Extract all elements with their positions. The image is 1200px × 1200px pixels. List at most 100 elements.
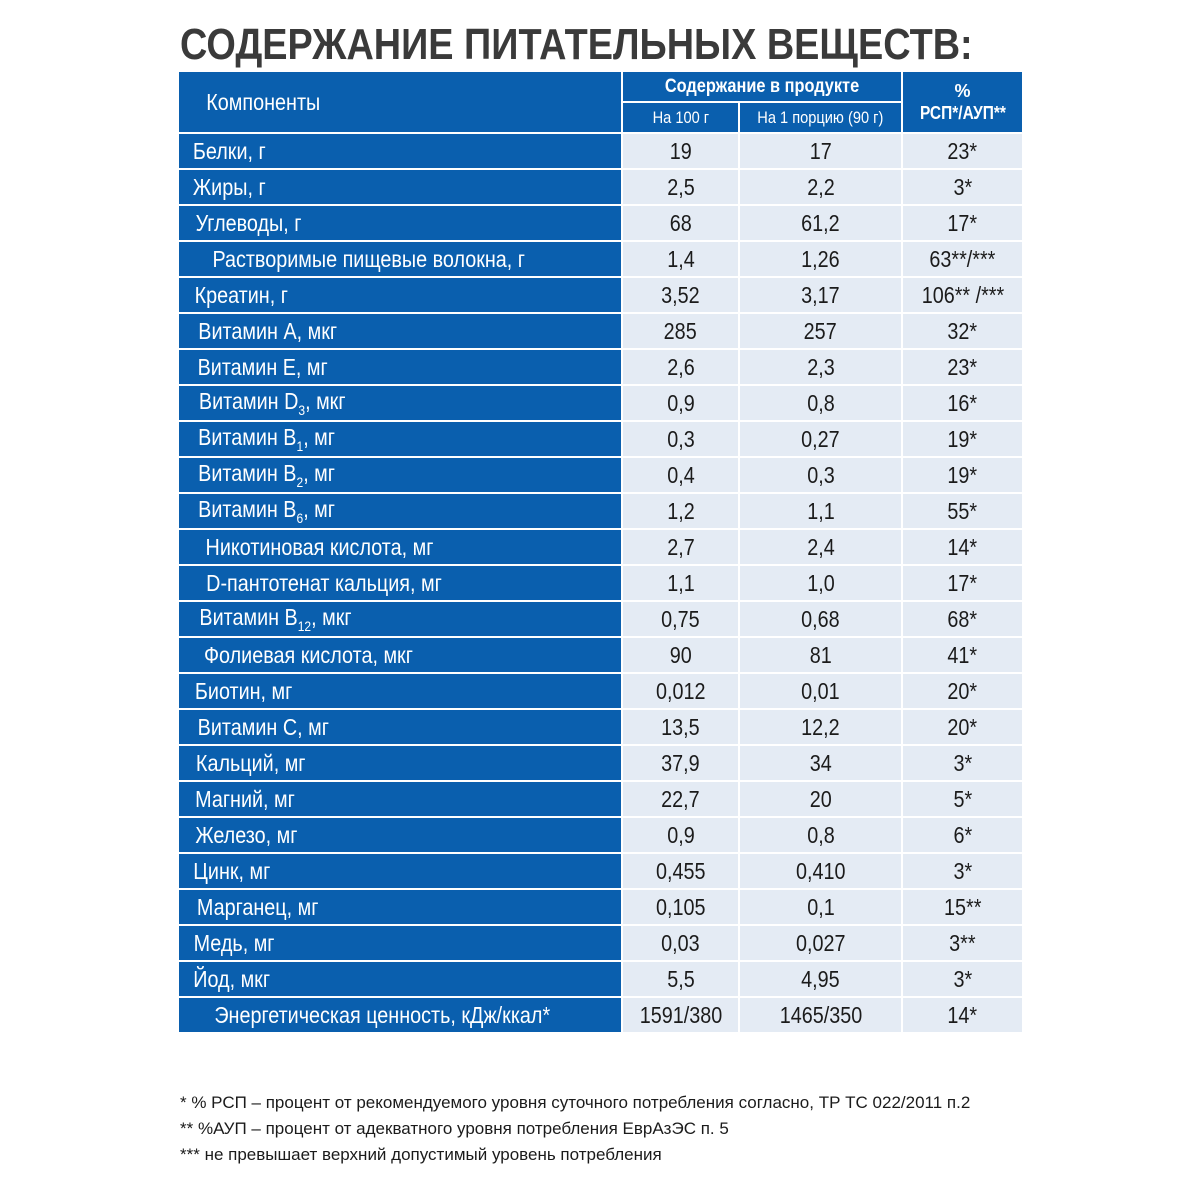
value-per-portion: 1465/350 bbox=[738, 996, 903, 1034]
value-per-portion: 17 bbox=[738, 132, 903, 170]
table-row: Энергетическая ценность, кДж/ккал* 1591/3… bbox=[177, 996, 1024, 1034]
component-name: Витамин С, мг bbox=[177, 708, 623, 746]
value-per-100g: 3,52 bbox=[621, 276, 740, 314]
nutrition-table: Компоненты Содержание в продукте % РСП*/… bbox=[177, 70, 1024, 1034]
table-row: Магний, мг 22,7 20 5* bbox=[177, 780, 1024, 818]
value-per-portion: 0,27 bbox=[738, 420, 903, 458]
value-per-portion: 1,0 bbox=[738, 564, 903, 602]
component-name: Марганец, мг bbox=[177, 888, 623, 926]
component-name: Витамин В6, мг bbox=[177, 492, 623, 530]
header-per-100g: На 100 г bbox=[621, 101, 740, 134]
value-percent: 14* bbox=[901, 996, 1024, 1034]
value-percent: 3* bbox=[901, 852, 1024, 890]
value-percent: 23* bbox=[901, 132, 1024, 170]
value-percent: 3* bbox=[901, 168, 1024, 206]
value-per-100g: 0,4 bbox=[621, 456, 740, 494]
table-row: Растворимые пищевые волокна, г 1,4 1,26 63*… bbox=[177, 240, 1024, 278]
value-per-portion: 34 bbox=[738, 744, 903, 782]
value-per-portion: 20 bbox=[738, 780, 903, 818]
table-row: Витамин D3, мкг 0,9 0,8 16* bbox=[177, 384, 1024, 422]
value-per-portion: 61,2 bbox=[738, 204, 903, 242]
value-per-portion: 0,01 bbox=[738, 672, 903, 710]
component-name: Витамин В12, мкг bbox=[177, 600, 623, 638]
table-row: Витамин В12, мкг 0,75 0,68 68* bbox=[177, 600, 1024, 638]
value-percent: 23* bbox=[901, 348, 1024, 386]
value-per-portion: 2,2 bbox=[738, 168, 903, 206]
table-row: Белки, г 19 17 23* bbox=[177, 132, 1024, 170]
component-name: Фолиевая кислота, мкг bbox=[177, 636, 623, 674]
component-name: Креатин, г bbox=[177, 276, 623, 314]
value-per-portion: 2,4 bbox=[738, 528, 903, 566]
table-row: Никотиновая кислота, мг 2,7 2,4 14* bbox=[177, 528, 1024, 566]
value-per-100g: 37,9 bbox=[621, 744, 740, 782]
component-name: Углеводы, г bbox=[177, 204, 623, 242]
value-percent: 106** /*** bbox=[901, 276, 1024, 314]
component-name: Цинк, мг bbox=[177, 852, 623, 890]
table-row: Цинк, мг 0,455 0,410 3* bbox=[177, 852, 1024, 890]
value-per-portion: 257 bbox=[738, 312, 903, 350]
value-percent: 16* bbox=[901, 384, 1024, 422]
value-per-portion: 0,410 bbox=[738, 852, 903, 890]
component-name: Биотин, мг bbox=[177, 672, 623, 710]
header-row-2: На 100 г На 1 порцию (90 г) bbox=[178, 101, 1023, 134]
component-name: Медь, мг bbox=[177, 924, 623, 962]
value-per-100g: 0,75 bbox=[621, 600, 740, 638]
value-per-portion: 4,95 bbox=[738, 960, 903, 998]
value-per-100g: 1,2 bbox=[621, 492, 740, 530]
header-percent-label: РСП*/АУП** bbox=[919, 103, 1006, 123]
value-per-100g: 13,5 bbox=[621, 708, 740, 746]
value-per-portion: 0,8 bbox=[738, 816, 903, 854]
value-percent: 3* bbox=[901, 744, 1024, 782]
value-per-portion: 0,1 bbox=[738, 888, 903, 926]
table-row: Кальций, мг 37,9 34 3* bbox=[177, 744, 1024, 782]
value-per-100g: 1591/380 bbox=[621, 996, 740, 1034]
table-row: Витамин В1, мг 0,3 0,27 19* bbox=[177, 420, 1024, 458]
value-per-100g: 5,5 bbox=[621, 960, 740, 998]
component-name: Кальций, мг bbox=[177, 744, 623, 782]
component-name: Растворимые пищевые волокна, г bbox=[177, 240, 623, 278]
table-row: D-пантотенат кальция, мг 1,1 1,0 17* bbox=[177, 564, 1024, 602]
value-per-100g: 0,9 bbox=[621, 384, 740, 422]
table-row: Фолиевая кислота, мкг 90 81 41* bbox=[177, 636, 1024, 674]
value-per-100g: 90 bbox=[621, 636, 740, 674]
table-body: Белки, г 19 17 23* Жиры, г 2,5 2,2 3* Углеводы, … bbox=[177, 132, 1024, 1034]
page-title: СОДЕРЖАНИЕ ПИТАТЕЛЬНЫХ ВЕЩЕСТВ: bbox=[180, 20, 973, 69]
value-percent: 6* bbox=[901, 816, 1024, 854]
table-row: Углеводы, г 68 61,2 17* bbox=[177, 204, 1024, 242]
component-name: Витамин В1, мг bbox=[177, 420, 623, 458]
header-per-portion: На 1 порцию (90 г) bbox=[738, 101, 903, 134]
value-percent: 20* bbox=[901, 708, 1024, 746]
table-row: Марганец, мг 0,105 0,1 15** bbox=[177, 888, 1024, 926]
value-per-100g: 19 bbox=[621, 132, 740, 170]
component-name: Железо, мг bbox=[177, 816, 623, 854]
value-per-100g: 68 bbox=[621, 204, 740, 242]
value-per-100g: 0,3 bbox=[621, 420, 740, 458]
value-per-portion: 3,17 bbox=[738, 276, 903, 314]
value-per-100g: 0,03 bbox=[621, 924, 740, 962]
table-row: Витамин В6, мг 1,2 1,1 55* bbox=[177, 492, 1024, 530]
component-name: Витамин Е, мг bbox=[177, 348, 623, 386]
value-per-100g: 0,012 bbox=[621, 672, 740, 710]
value-per-portion: 0,3 bbox=[738, 456, 903, 494]
component-name: Никотиновая кислота, мг bbox=[177, 528, 623, 566]
header-percent: % РСП*/АУП** bbox=[901, 70, 1024, 134]
value-per-portion: 12,2 bbox=[738, 708, 903, 746]
value-percent: 17* bbox=[901, 204, 1024, 242]
header-row-1: Компоненты Содержание в продукте % РСП*/… bbox=[177, 70, 1024, 134]
value-percent: 19* bbox=[901, 456, 1024, 494]
value-per-portion: 1,1 bbox=[738, 492, 903, 530]
value-percent: 19* bbox=[901, 420, 1024, 458]
value-percent: 41* bbox=[901, 636, 1024, 674]
component-name: D-пантотенат кальция, мг bbox=[177, 564, 623, 602]
header-percent-symbol: % bbox=[954, 81, 971, 101]
value-per-portion: 0,68 bbox=[738, 600, 903, 638]
header-components: Компоненты bbox=[177, 70, 623, 134]
value-percent: 32* bbox=[901, 312, 1024, 350]
table-row: Железо, мг 0,9 0,8 6* bbox=[177, 816, 1024, 854]
value-per-100g: 1,1 bbox=[621, 564, 740, 602]
header-content-group: Содержание в продукте bbox=[621, 70, 903, 103]
value-percent: 14* bbox=[901, 528, 1024, 566]
table-row: Витамин С, мг 13,5 12,2 20* bbox=[177, 708, 1024, 746]
value-per-100g: 0,105 bbox=[621, 888, 740, 926]
